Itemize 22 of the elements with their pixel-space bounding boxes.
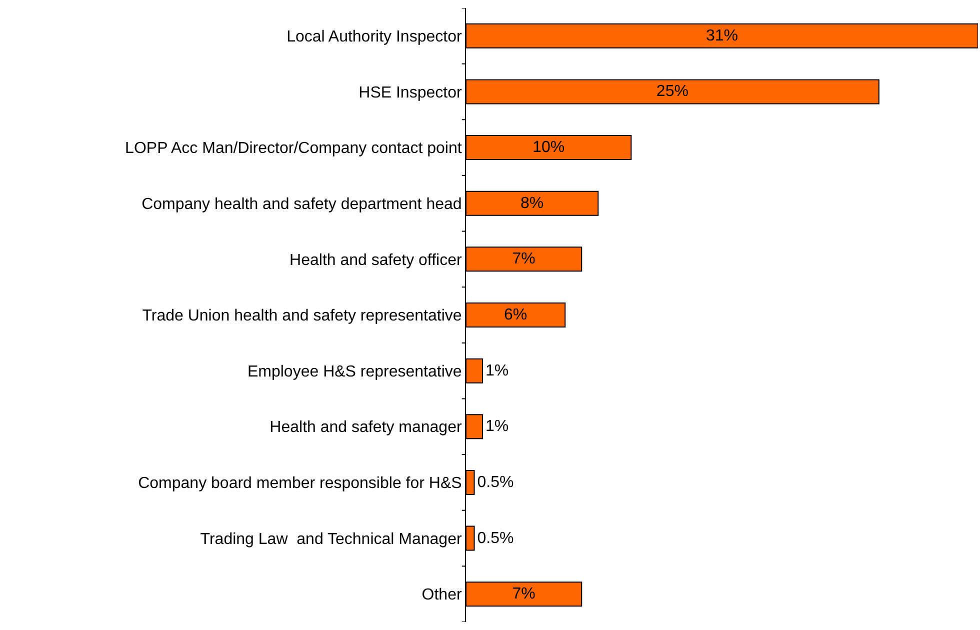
y-tick-label: LOPP Acc Man/Director/Company contact point <box>125 140 462 158</box>
y-tick-label: Employee H&S representative <box>247 363 462 380</box>
data-label: 7% <box>512 250 536 268</box>
data-label: 31% <box>706 27 738 44</box>
y-tick-label: Company board member responsible for H&S <box>138 475 462 492</box>
y-tick-label: HSE Inspector <box>358 84 462 102</box>
y-tick-label: Trading Law and Technical Manager <box>200 530 462 548</box>
y-tick-label: Health and safety officer <box>290 252 462 269</box>
data-label: 1% <box>486 418 509 436</box>
data-label: 1% <box>486 362 509 380</box>
y-tick-label: Other <box>422 586 462 604</box>
data-label: 8% <box>520 194 544 212</box>
data-label: 6% <box>504 306 528 324</box>
data-label: 0.5% <box>477 530 514 547</box>
data-label: 0.5% <box>477 474 514 491</box>
y-tick-label: Local Authority Inspector <box>286 28 462 46</box>
y-tick-label: Company health and safety department head <box>142 196 462 213</box>
data-label: 7% <box>512 586 536 603</box>
data-label: 25% <box>656 83 688 100</box>
data-label: 10% <box>532 139 565 156</box>
y-tick-label: Trade Union health and safety representative <box>142 308 462 325</box>
y-tick-label: Health and safety manager <box>270 419 462 436</box>
